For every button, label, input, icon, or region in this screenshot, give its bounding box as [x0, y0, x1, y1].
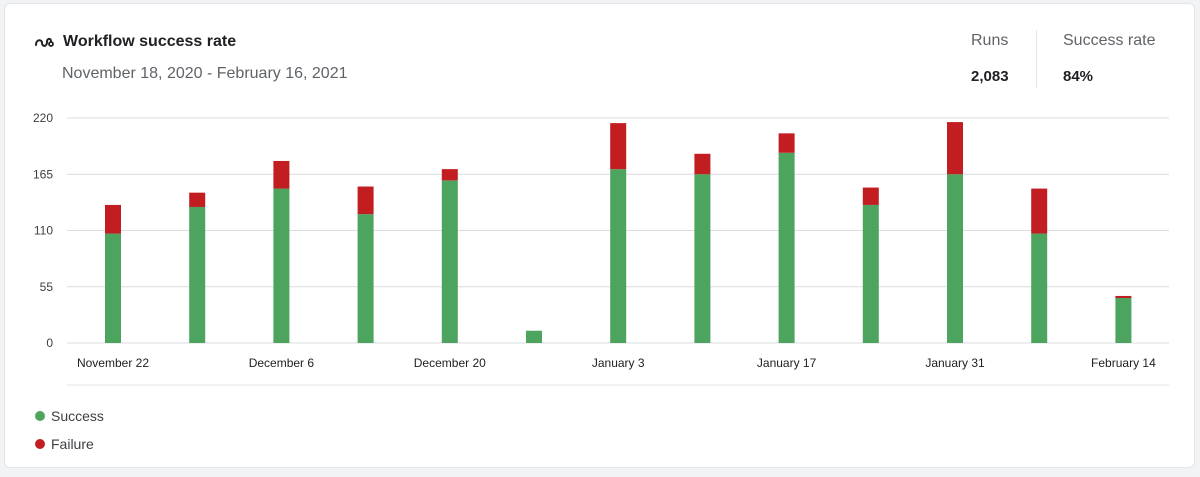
bar-success [189, 206, 206, 343]
legend-item-failure: Failure [35, 430, 104, 458]
bar-failure [947, 122, 963, 175]
bar-failure [1031, 188, 1048, 234]
bar-failure [1115, 295, 1132, 298]
bar-success [526, 330, 542, 343]
bar-failure [862, 187, 879, 205]
bar-success [610, 169, 627, 343]
y-tick-label: 0 [46, 336, 53, 350]
x-tick-label: January 17 [757, 356, 817, 370]
success-rate-value: 84% [1063, 68, 1094, 85]
y-tick-label: 165 [33, 167, 53, 181]
stat-divider [1036, 30, 1037, 88]
y-tick-label: 55 [40, 280, 54, 294]
legend-swatch-failure [35, 439, 45, 449]
workflow-icon [35, 37, 54, 47]
success-rate-label: Success rate [1063, 32, 1156, 49]
runs-stat: Runs 2,083 [971, 32, 1009, 85]
y-tick-label: 220 [33, 111, 53, 125]
legend-label: Failure [51, 436, 94, 452]
y-tick-label: 110 [34, 224, 53, 238]
bar-success [1031, 233, 1048, 343]
bar-success [105, 233, 121, 343]
bar-success [862, 204, 879, 343]
bar-failure [189, 192, 206, 207]
runs-value: 2,083 [971, 68, 1009, 85]
bar-success [273, 188, 290, 343]
runs-label: Runs [971, 32, 1009, 49]
bar-success [441, 180, 458, 343]
bar-success [694, 174, 711, 343]
bar-chart: 0 55 110 165 220 November 22 December 6 Decembe… [33, 111, 1169, 386]
legend-label: Success [51, 408, 104, 424]
bar-failure [610, 123, 627, 170]
x-tick-label: January 3 [592, 356, 645, 370]
bar-failure [441, 169, 458, 181]
date-range: November 18, 2020 - February 16, 2021 [62, 65, 348, 82]
x-tick-label: February 14 [1091, 356, 1156, 370]
x-tick-label: December 6 [249, 356, 315, 370]
bar-failure [778, 133, 795, 153]
title-row: Workflow success rate [33, 31, 236, 53]
legend-swatch-success [35, 411, 45, 421]
bar-success [778, 152, 795, 343]
bar-failure [357, 186, 374, 215]
bar-success [1115, 298, 1132, 343]
success-rate-stat: Success rate 84% [1063, 32, 1155, 85]
bar-failure [105, 204, 121, 234]
bar-success [357, 214, 374, 343]
bar-failure [694, 153, 711, 175]
chart-title: Workflow success rate [63, 33, 237, 50]
x-tick-label: November 22 [77, 356, 149, 370]
bar-failure [273, 160, 290, 189]
bar-success [947, 174, 963, 343]
legend-item-success: Success [35, 402, 104, 430]
x-tick-label: January 31 [925, 356, 985, 370]
chart-legend: Success Failure [35, 402, 104, 458]
x-tick-label: December 20 [414, 356, 486, 370]
chart-card: Workflow success rate November 18, 2020 … [4, 3, 1195, 468]
